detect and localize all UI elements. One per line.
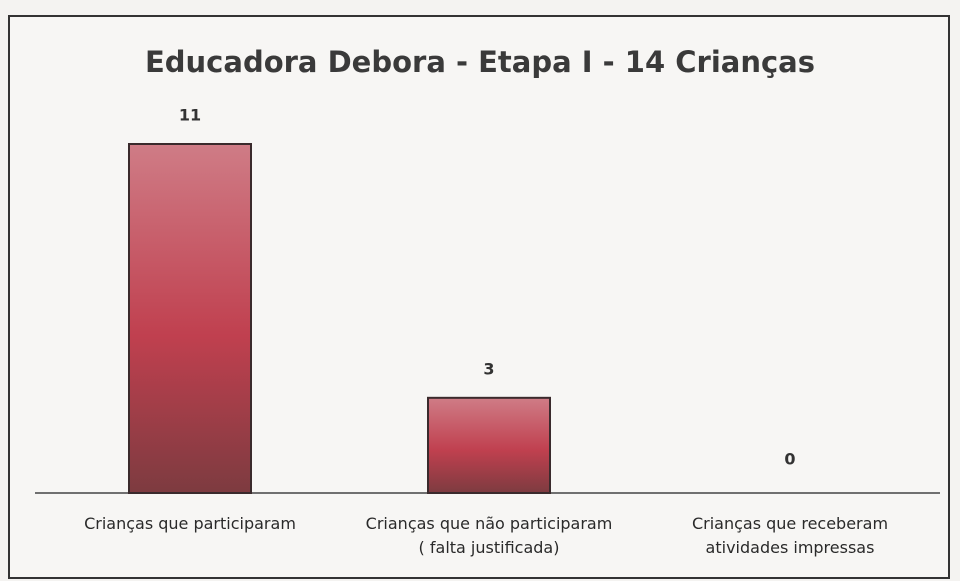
- x-tick-label: Crianças que receberam atividades impres…: [691, 514, 889, 557]
- bar: [128, 143, 252, 494]
- x-tick-label: Crianças que participaram: [84, 514, 296, 533]
- data-label: 11: [179, 106, 201, 125]
- data-label: 0: [784, 450, 795, 469]
- bar: [427, 396, 551, 494]
- chart-title: Educadora Debora - Etapa I - 14 Crianças: [145, 45, 815, 79]
- x-tick-label: Crianças que não participaram ( falta ju…: [365, 514, 613, 557]
- data-label: 3: [483, 359, 494, 378]
